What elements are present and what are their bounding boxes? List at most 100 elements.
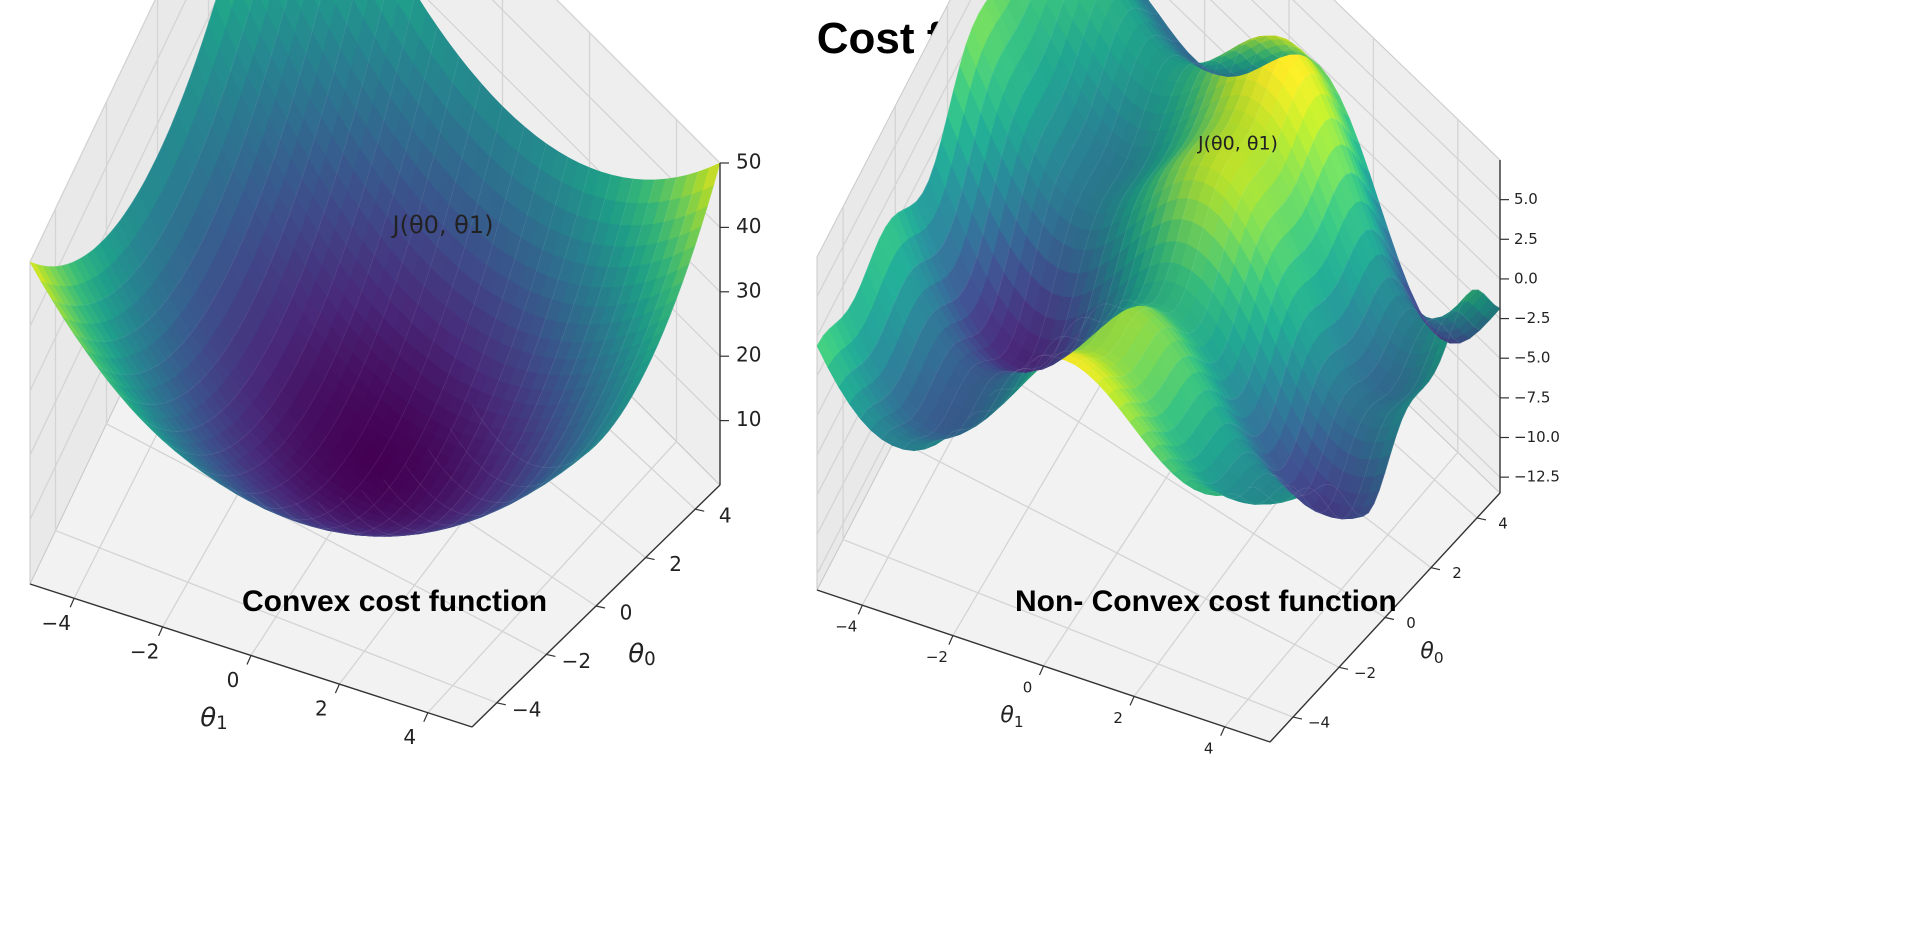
x-tick-label: −2 — [130, 639, 159, 663]
y-tick-label: 2 — [1452, 564, 1462, 582]
mesh-line — [228, 83, 482, 509]
y-tick — [1338, 666, 1349, 670]
x-tick — [948, 635, 954, 645]
x-tick-label: 4 — [403, 725, 416, 749]
y-tick-label: 2 — [669, 552, 682, 576]
z-axis-label: J(θ0, θ1) — [391, 211, 494, 239]
mesh-line — [427, 177, 677, 503]
x-tick-label: −2 — [926, 648, 948, 666]
y-tick-label: −2 — [1354, 664, 1376, 682]
y-tick — [546, 653, 556, 657]
mesh-line — [272, 126, 525, 529]
z-gridline — [816, 0, 1501, 377]
mesh-line — [339, 167, 590, 537]
y-gridline — [54, 208, 498, 704]
z-tick-label: −5.0 — [1514, 349, 1550, 367]
mesh-line — [383, 178, 634, 526]
convex-surface-plot: −4 −2 0 2 4 −4 −2 0 2 4 10 20 30 40 50 θ1 θ0 J(θ0, θ1) — [29, 0, 761, 749]
z-tick-label: 0.0 — [1514, 269, 1538, 287]
surface-facet — [244, 0, 253, 11]
z-tick-label: 40 — [736, 214, 761, 238]
z-gridline — [29, 0, 721, 327]
y-tick-label: 4 — [1498, 514, 1508, 532]
z-tick-label: 5.0 — [1514, 190, 1538, 208]
non-convex-surface-plot: −4 −2 0 2 4 −4 −2 0 2 4 −12.5 −10.0 −7.5 −5.0 −2.5 0.0 2… — [816, 0, 1560, 757]
mesh-line — [29, 0, 217, 267]
mesh-line — [471, 162, 721, 468]
x-tick — [69, 598, 75, 608]
surface-facet — [314, 0, 321, 8]
y-tick — [1476, 517, 1487, 521]
y-tick — [1430, 567, 1441, 571]
x-tick-label: 2 — [1113, 709, 1123, 727]
z-gridline — [29, 0, 721, 392]
mesh-line — [74, 0, 288, 343]
z-tick-label: −12.5 — [1514, 468, 1560, 486]
x-tick — [334, 683, 340, 694]
x-tick-label: 2 — [315, 697, 328, 721]
surface-facet — [228, 0, 235, 8]
mesh-line — [162, 0, 415, 456]
z-tick-label: 50 — [736, 150, 761, 174]
y-axis-label: θ0 — [628, 639, 656, 671]
surface-facet — [296, 0, 305, 11]
z-tick-label: −10.0 — [1514, 428, 1560, 446]
surface — [29, 0, 721, 537]
x-tick — [158, 626, 164, 637]
mesh-line — [140, 0, 385, 432]
y-tick-label: 0 — [620, 601, 633, 625]
x-tick — [1129, 696, 1135, 706]
z-tick-label: 2.5 — [1514, 230, 1538, 248]
y-tick-label: −4 — [1308, 714, 1330, 732]
x-tick-label: −4 — [835, 618, 857, 636]
mesh-line — [118, 0, 353, 405]
y-tick-label: 4 — [719, 504, 732, 528]
z-tick-label: 10 — [736, 407, 761, 431]
y-tick — [496, 702, 506, 706]
z-axis-label: J(θ0, θ1) — [1197, 133, 1278, 155]
y-tick — [645, 557, 655, 561]
mesh-line — [294, 143, 547, 535]
mesh-line — [184, 26, 438, 477]
x-axis-label: θ1 — [1000, 703, 1023, 731]
y-tick-label: 0 — [1406, 614, 1416, 632]
y-tick-label: −4 — [512, 697, 541, 721]
surface-facet — [397, 0, 415, 22]
z-gridline — [816, 0, 1501, 337]
y-tick-label: −2 — [562, 649, 591, 673]
surface-facet — [261, 0, 271, 12]
x-axis-label: θ1 — [200, 703, 228, 735]
mesh-line — [405, 179, 656, 516]
mesh-line — [206, 56, 460, 495]
x-tick — [1038, 665, 1045, 676]
surface-facet — [335, 0, 353, 25]
x-tick-label: 4 — [1204, 739, 1214, 757]
x-tick — [423, 712, 429, 722]
y-axis-label: θ0 — [1420, 639, 1443, 667]
x-tick — [857, 604, 863, 615]
mesh-line — [317, 157, 569, 537]
x-gridline — [1224, 119, 1459, 728]
mesh-line — [250, 106, 503, 521]
y-tick — [595, 605, 606, 609]
z-gridline — [816, 0, 1501, 297]
y-tick — [695, 508, 705, 512]
x-tick-label: −4 — [41, 611, 70, 635]
mesh-line — [449, 171, 699, 488]
x-tick-label: 0 — [227, 668, 240, 692]
surface-facet — [278, 0, 288, 12]
x-tick — [1220, 726, 1226, 737]
mesh-line — [361, 174, 612, 533]
surface — [816, 0, 1501, 520]
convex-subtitle: Convex cost function — [242, 585, 548, 618]
z-tick-label: −2.5 — [1514, 309, 1550, 327]
mesh-line — [96, 0, 321, 376]
non-convex-subtitle: Non- Convex cost function — [1015, 585, 1397, 618]
x-tick — [246, 655, 252, 665]
y-gridline — [105, 101, 547, 655]
z-tick-label: 30 — [736, 278, 761, 302]
z-gridline — [29, 0, 721, 263]
mesh-line — [51, 0, 253, 307]
